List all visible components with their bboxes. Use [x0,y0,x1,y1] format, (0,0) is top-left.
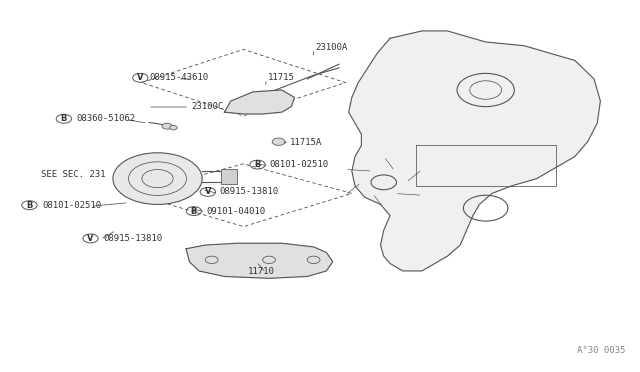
Text: 11715: 11715 [268,73,294,82]
Polygon shape [225,90,294,114]
Text: 11715A: 11715A [289,138,322,147]
Bar [221,169,237,184]
Text: V: V [137,73,143,82]
Text: 09101-04010: 09101-04010 [207,206,266,216]
Circle shape [113,153,202,205]
Text: 23100A: 23100A [315,44,347,52]
Text: B: B [191,206,197,216]
Text: V: V [205,187,211,196]
Text: SEE SEC. 231: SEE SEC. 231 [41,170,106,179]
Text: 08360-51062: 08360-51062 [77,114,136,123]
Circle shape [162,123,172,129]
Text: A°30 0035: A°30 0035 [577,346,626,355]
Circle shape [170,125,177,130]
Circle shape [272,138,285,145]
Text: B: B [254,160,260,169]
Text: 08101-02510: 08101-02510 [269,160,328,169]
Text: V: V [87,234,94,243]
Text: B: B [26,201,33,210]
Text: B: B [61,114,67,123]
Text: 08915-43610: 08915-43610 [150,73,209,82]
Polygon shape [186,243,333,278]
Polygon shape [349,31,600,271]
Text: 08915-13810: 08915-13810 [103,234,163,243]
Text: 11710: 11710 [248,267,275,276]
Text: 23100C: 23100C [191,103,223,112]
Text: 08101-02510: 08101-02510 [43,201,102,210]
Text: 08915-13810: 08915-13810 [220,187,278,196]
